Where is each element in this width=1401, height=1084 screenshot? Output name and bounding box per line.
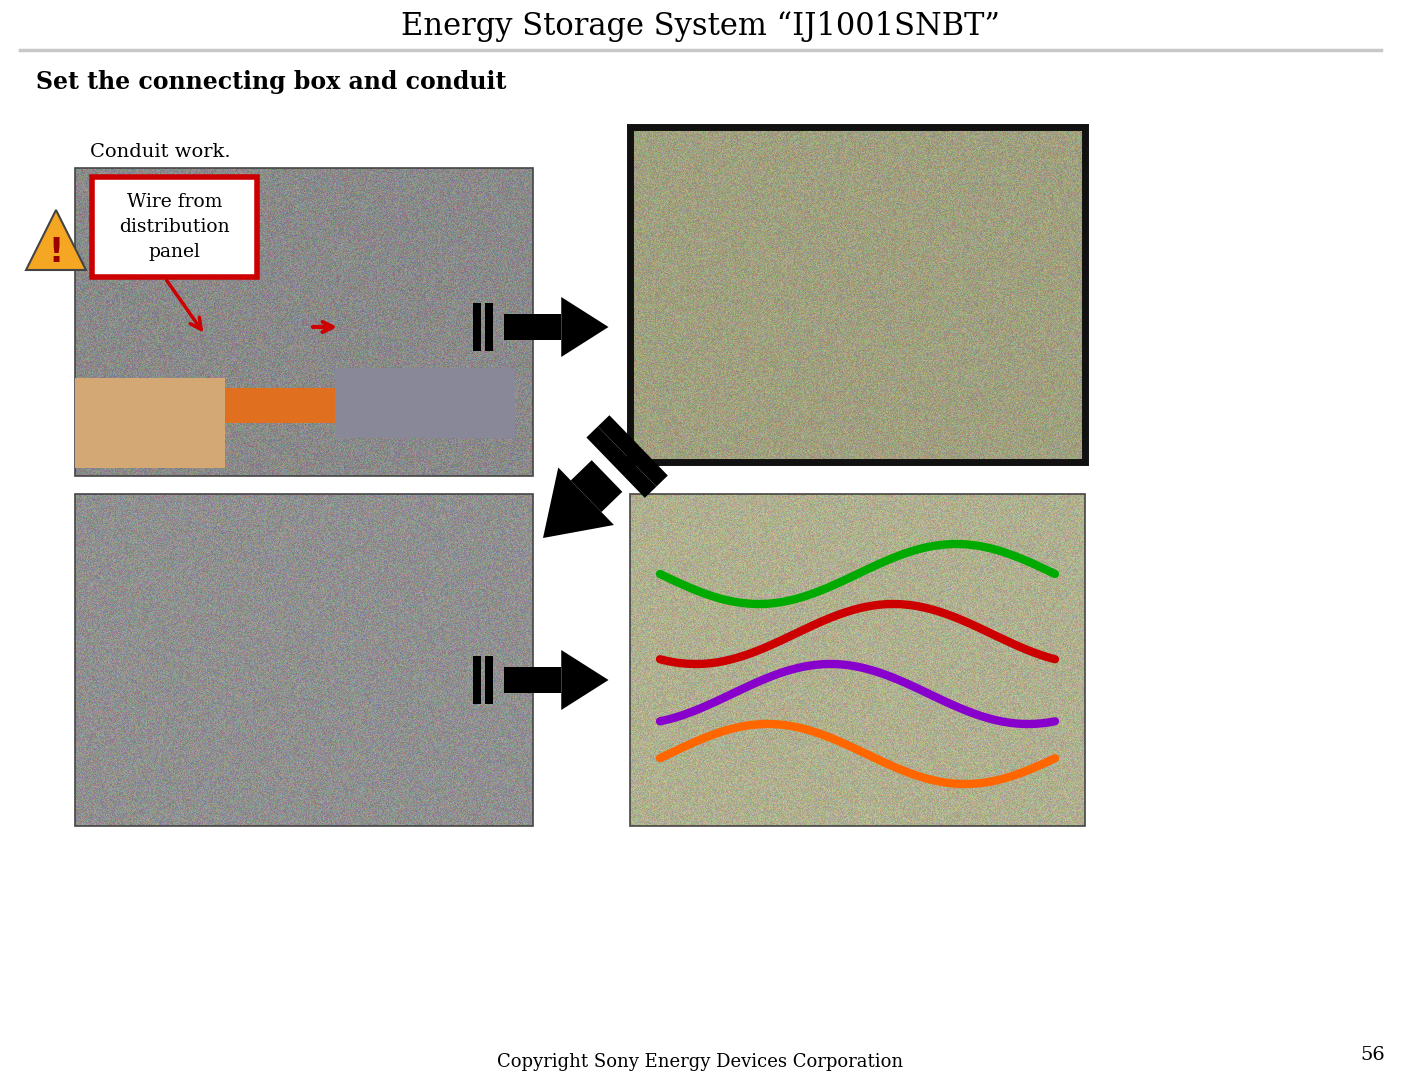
FancyBboxPatch shape (92, 177, 256, 278)
Bar (335, 367, 516, 438)
Bar (503, 668, 562, 693)
Bar (485, 656, 493, 704)
Text: Conduit work.: Conduit work. (90, 143, 231, 162)
Polygon shape (587, 426, 656, 498)
Bar (76, 168, 532, 476)
Text: Set the connecting box and conduit: Set the connecting box and conduit (36, 70, 506, 94)
Polygon shape (562, 650, 608, 710)
Polygon shape (544, 467, 614, 538)
Bar (195, 388, 446, 423)
Bar (472, 304, 481, 351)
Bar (76, 494, 532, 826)
Text: 56: 56 (1360, 1046, 1386, 1064)
Bar (76, 378, 226, 468)
Bar (485, 304, 493, 351)
Bar (630, 127, 1084, 462)
Polygon shape (562, 297, 608, 357)
Text: Energy Storage System “IJ1001SNBT”: Energy Storage System “IJ1001SNBT” (401, 11, 1000, 41)
Bar (503, 314, 562, 339)
Text: Copyright Sony Energy Devices Corporation: Copyright Sony Energy Devices Corporatio… (497, 1053, 904, 1071)
Polygon shape (570, 461, 622, 512)
Text: Wire from
distribution
panel: Wire from distribution panel (119, 193, 230, 261)
Bar (630, 494, 1084, 826)
Polygon shape (27, 210, 85, 270)
Polygon shape (598, 415, 668, 487)
Text: !: ! (49, 235, 63, 269)
Bar (472, 656, 481, 704)
